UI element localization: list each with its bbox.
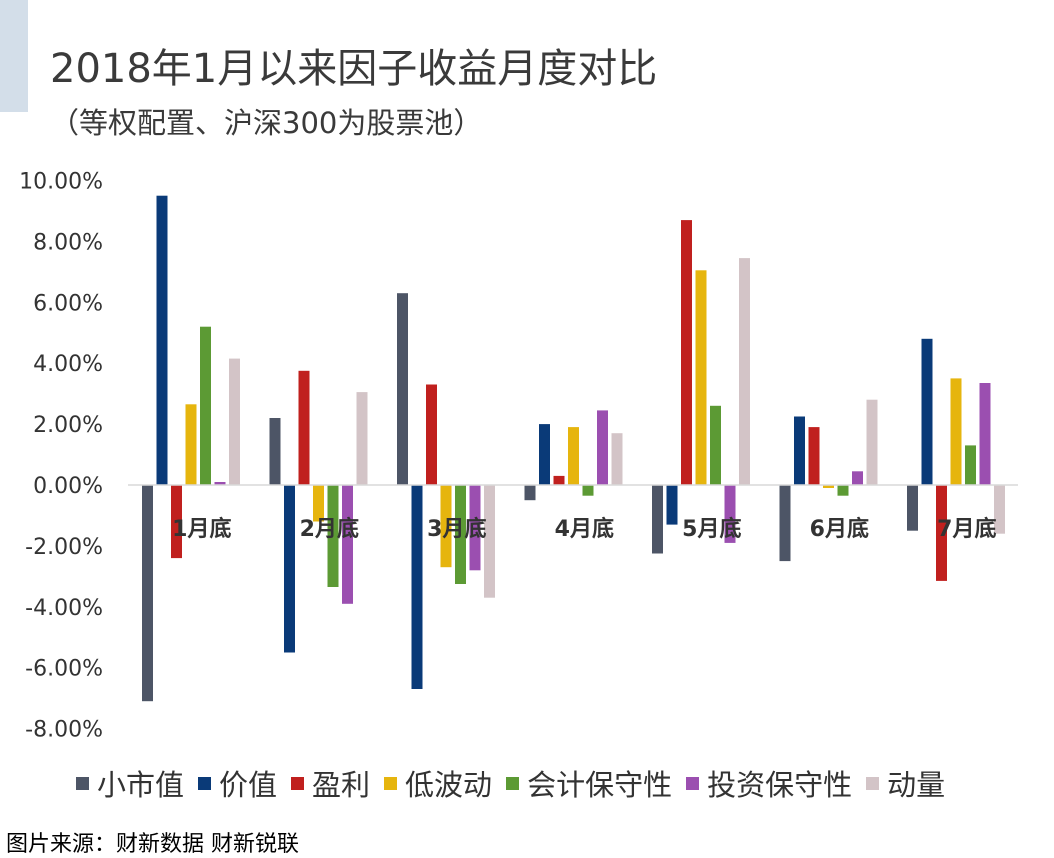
bar-4-4 [568, 427, 579, 485]
chart-legend: 小市值 价值 盈利 低波动 会计保守性 投资保守性 动量 [76, 762, 959, 804]
legend-swatch [506, 776, 520, 790]
bar-5-4 [582, 485, 594, 496]
bar-6-3 [469, 485, 481, 571]
x-category-label: 5月底 [682, 516, 741, 542]
bar-2-7 [921, 338, 933, 485]
bar-7-7 [994, 485, 1005, 534]
y-tick-label: -6.00% [25, 657, 103, 682]
legend-swatch [291, 776, 305, 790]
bar-4-1 [185, 404, 197, 485]
x-category-label: 2月底 [300, 516, 359, 542]
bar-3-6 [808, 427, 820, 485]
bar-6-2 [342, 485, 353, 604]
bar-6-5 [724, 485, 736, 543]
bar-6-4 [597, 410, 608, 485]
legend-item: 小市值 [76, 762, 184, 804]
legend-item: 价值 [198, 762, 277, 804]
legend-item: 动量 [866, 762, 945, 804]
bar-3-5 [681, 220, 692, 485]
legend-label: 动量 [887, 768, 946, 802]
bar-4-7 [950, 378, 962, 485]
chart-subtitle: （等权配置、沪深300为股票池） [50, 106, 483, 140]
bar-4-5 [695, 270, 707, 485]
y-tick-label: 6.00% [33, 291, 103, 316]
bar-7-3 [484, 485, 495, 598]
bar-1-3 [397, 293, 408, 485]
bar-3-4 [553, 475, 565, 485]
y-tick-label: -2.00% [25, 535, 103, 560]
bar-1-2 [269, 418, 281, 485]
legend-label: 会计保守性 [527, 768, 673, 802]
legend-swatch [76, 776, 89, 790]
legend-item: 盈利 [291, 762, 370, 804]
y-tick-label: -4.00% [25, 596, 103, 621]
bar-1-6 [779, 485, 791, 562]
bar-2-3 [411, 485, 423, 689]
bar-3-1 [171, 485, 182, 559]
x-category-label: 4月底 [555, 516, 614, 542]
bar-3-7 [936, 485, 947, 581]
legend-item: 低波动 [384, 762, 492, 804]
y-tick-label: 8.00% [33, 230, 103, 255]
bar-4-6 [823, 485, 834, 488]
x-category-label: 1月底 [172, 516, 231, 542]
image-source-credit: 图片来源：财新数据 财新锐联 [6, 832, 299, 857]
bar-3-3 [426, 384, 437, 485]
y-tick-label: 4.00% [33, 352, 103, 377]
bar-5-3 [455, 485, 466, 584]
legend-swatch [686, 776, 700, 790]
legend-swatch [198, 776, 212, 790]
title-accent-bar [0, 0, 28, 112]
bar-6-1 [214, 482, 226, 485]
bar-2-1 [156, 195, 168, 485]
legend-swatch [866, 776, 880, 790]
chart-title: 2018年1月以来因子收益月度对比 [50, 46, 658, 92]
y-tick-label: 10.00% [19, 170, 103, 195]
bar-6-6 [852, 471, 863, 485]
legend-item: 投资保守性 [686, 762, 852, 804]
bar-5-7 [965, 445, 976, 485]
bar-6-7 [979, 383, 991, 485]
bar-7-4 [611, 433, 623, 485]
bar-5-6 [837, 485, 849, 496]
bar-1-1 [142, 485, 153, 702]
legend-label: 小市值 [97, 768, 185, 802]
legend-swatch [384, 776, 398, 790]
bar-5-1 [200, 326, 211, 485]
bar-2-5 [666, 485, 678, 525]
legend-item: 会计保守性 [506, 762, 672, 804]
bar-7-2 [356, 392, 368, 485]
y-tick-label: -8.00% [25, 718, 103, 743]
bar-7-5 [739, 258, 750, 485]
x-category-label: 6月底 [810, 516, 869, 542]
legend-label: 投资保守性 [707, 768, 853, 802]
bar-1-5 [652, 485, 663, 554]
bar-4-3 [440, 485, 452, 568]
bar-2-4 [539, 424, 550, 485]
x-category-label: 7月底 [937, 516, 996, 542]
y-tick-label: 0.00% [33, 474, 103, 499]
bar-1-7 [907, 485, 918, 531]
y-tick-label: 2.00% [33, 413, 103, 438]
bar-1-4 [524, 485, 536, 501]
bar-7-1 [229, 358, 240, 485]
bar-7-6 [866, 399, 878, 485]
bar-2-6 [794, 416, 805, 485]
bar-5-5 [710, 405, 721, 485]
x-category-label: 3月底 [427, 516, 486, 542]
legend-label: 低波动 [405, 768, 493, 802]
bar-2-2 [284, 485, 295, 653]
bar-5-2 [327, 485, 339, 587]
bar-4-2 [313, 485, 324, 522]
legend-label: 盈利 [312, 768, 371, 802]
legend-label: 价值 [219, 768, 278, 802]
bar-3-2 [298, 370, 310, 485]
